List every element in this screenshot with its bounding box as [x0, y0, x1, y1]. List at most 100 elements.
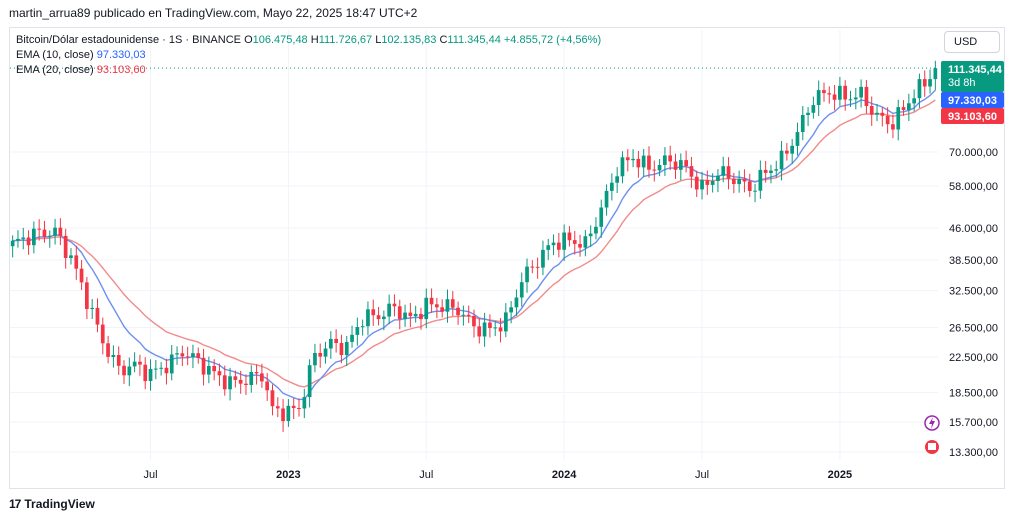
legend-ema20-value: 93.103,60	[96, 64, 146, 76]
candle-body	[69, 255, 73, 258]
candle	[233, 370, 238, 388]
candle	[154, 360, 158, 380]
candle-body	[747, 181, 752, 191]
candle-body	[700, 180, 704, 190]
candle-body	[880, 112, 885, 116]
candle	[435, 297, 439, 319]
candle-body	[853, 97, 858, 100]
y-tick-label: 15.700,00	[949, 417, 998, 429]
candle-body	[382, 316, 386, 320]
candle-body	[360, 326, 365, 328]
candle-body	[339, 343, 344, 355]
candle-body	[413, 313, 418, 317]
candle	[875, 103, 879, 122]
candle	[191, 344, 195, 369]
candle-body	[519, 282, 524, 298]
legend-ema10-row[interactable]: EMA (10, close) 97.330,03	[16, 48, 601, 63]
candle-body	[85, 282, 89, 309]
candle	[37, 219, 41, 241]
candle	[313, 343, 317, 373]
candle-body	[100, 324, 105, 344]
candle	[387, 294, 391, 325]
legend-ema20-row[interactable]: EMA (20, close) 93.103,60	[16, 63, 601, 78]
candle	[47, 230, 52, 248]
candle	[111, 345, 116, 368]
candle	[482, 312, 487, 347]
candle	[270, 384, 275, 416]
candle	[700, 171, 704, 200]
candle	[238, 370, 243, 394]
candle	[79, 260, 84, 290]
currency-button[interactable]: USD	[944, 31, 1000, 53]
candle	[843, 80, 847, 111]
candle-body	[604, 190, 609, 208]
candle	[302, 388, 307, 419]
candle	[594, 217, 598, 240]
y-tick-label: 38.500,00	[949, 255, 998, 267]
candle-body	[180, 353, 185, 357]
candle	[710, 173, 715, 193]
candle	[679, 153, 683, 181]
candle	[588, 225, 593, 248]
candle-body	[217, 371, 222, 376]
candle	[403, 304, 407, 327]
candle-body	[132, 361, 137, 367]
candle-body	[53, 227, 57, 236]
candle	[26, 230, 31, 255]
legend-open-key: O	[244, 34, 253, 46]
candle	[53, 218, 57, 245]
brand-label: TradingView	[24, 497, 95, 511]
legend-symbol[interactable]: Bitcoin/Dólar estadounidense · 1S · BINA…	[16, 34, 241, 46]
candle	[859, 79, 863, 108]
candle-body	[827, 93, 832, 95]
ema10-price-tag-text: 97.330,03	[948, 95, 997, 107]
candle-body	[429, 297, 434, 305]
candle	[100, 317, 105, 355]
candle-body	[885, 115, 890, 125]
candle	[774, 160, 779, 178]
candle	[63, 228, 68, 269]
candle	[694, 170, 699, 197]
candle	[551, 234, 556, 256]
candle	[350, 325, 354, 348]
candle	[323, 341, 328, 364]
lightning-glyph-icon	[929, 417, 935, 429]
candle	[557, 232, 561, 258]
candle-body	[615, 176, 619, 183]
candle-body	[779, 150, 784, 170]
candle-body	[504, 312, 508, 332]
legend-ema10-value: 97.330,03	[96, 49, 146, 61]
candle	[583, 230, 588, 257]
candle-body	[541, 249, 545, 268]
candle	[721, 156, 726, 183]
candle	[636, 151, 641, 178]
candle-body	[297, 408, 301, 409]
candle-body	[148, 368, 153, 381]
y-tick-label: 46.000,00	[949, 223, 998, 235]
candle-body	[753, 190, 757, 192]
candle-body	[657, 165, 662, 171]
candle-body	[843, 85, 847, 100]
candle	[329, 331, 333, 359]
tradingview-brand[interactable]: 17 TradingView	[9, 497, 95, 511]
candle	[164, 358, 169, 385]
candle	[599, 199, 604, 238]
candle	[922, 70, 927, 97]
candle	[222, 365, 227, 396]
candle	[159, 362, 163, 376]
candle-body	[169, 354, 174, 374]
ema10-price-tag-bg	[941, 92, 1004, 108]
candle-body	[281, 408, 285, 422]
candle	[604, 184, 609, 216]
candle-body	[185, 356, 190, 358]
candle	[376, 306, 381, 326]
candle-body	[599, 207, 604, 227]
candle-body	[461, 314, 466, 316]
candle-body	[493, 327, 498, 329]
candle	[493, 321, 498, 337]
candle-body	[344, 342, 349, 356]
candle-body	[790, 145, 794, 154]
candle	[504, 303, 508, 338]
